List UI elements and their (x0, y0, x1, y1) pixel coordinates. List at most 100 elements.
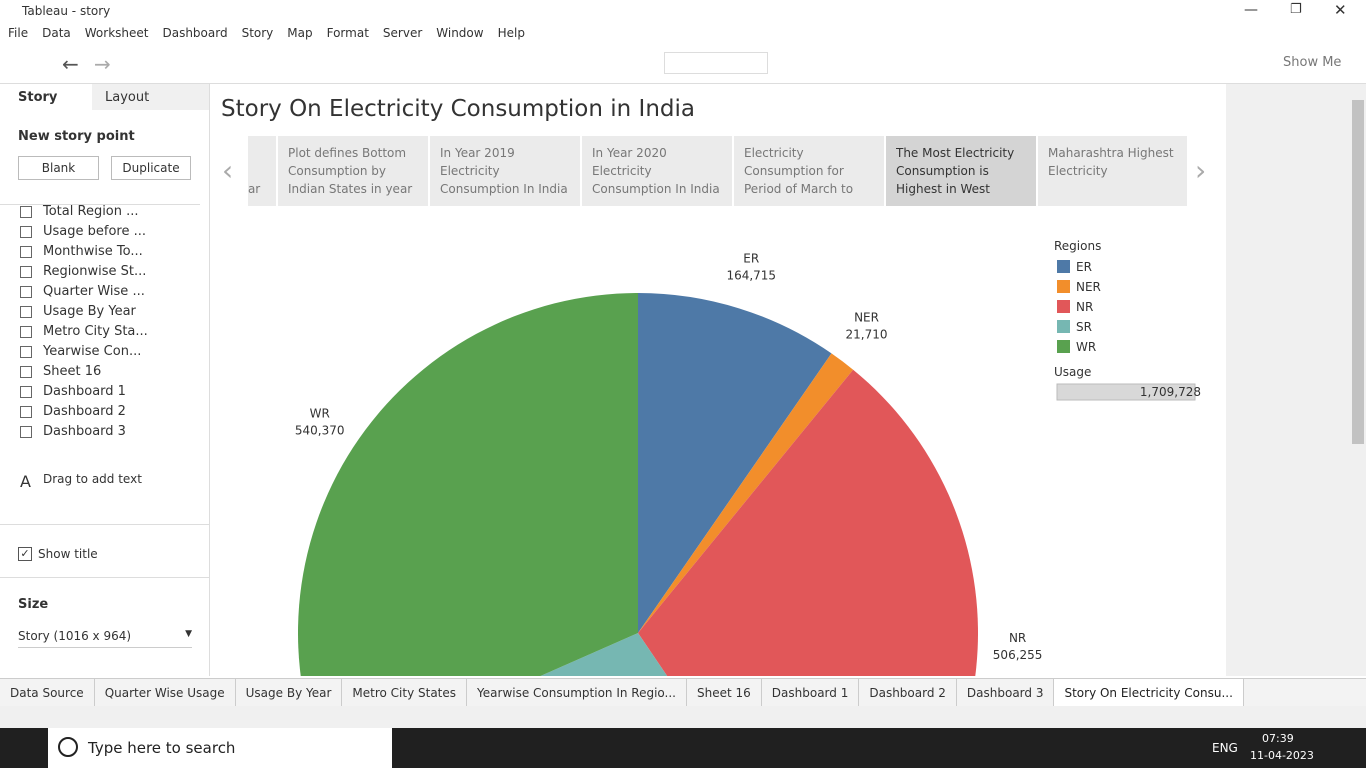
slice-label-value: 21,710 (846, 327, 888, 341)
sheet-icon (20, 346, 32, 358)
sheet-name: Usage By Year (43, 304, 136, 319)
legend-label: NER (1076, 280, 1101, 294)
sheet-name: Usage before ... (43, 224, 147, 239)
legend-swatch (1057, 280, 1070, 293)
story-point[interactable]: The Most Electricity Consumption is High… (886, 136, 1036, 206)
panel-tab[interactable]: Layout (92, 84, 209, 110)
sheet-tabs: Data Source Quarter Wise Usage Usage By Ye… (0, 678, 1366, 706)
sheet-item[interactable]: Usage before ... (0, 222, 200, 242)
pie-slice (298, 293, 638, 676)
story-point[interactable]: Maharashtra Highest Electricity (1038, 136, 1187, 206)
background (1226, 84, 1350, 676)
menu-item[interactable]: Dashboard (162, 26, 228, 40)
story-point[interactable]: Plot defines Top Consumption by Indian S… (248, 136, 276, 206)
checkbox[interactable]: ✓ (18, 547, 32, 561)
show-title[interactable]: Show title (38, 547, 98, 561)
show-me[interactable]: Show Me (1283, 55, 1342, 70)
sheet-icon (20, 206, 32, 218)
sheet-name: Dashboard 1 (43, 384, 126, 399)
legend-label: WR (1076, 340, 1096, 354)
slice-label-name: NR (1009, 631, 1026, 645)
text-icon: A (20, 472, 31, 491)
sheet-tab[interactable]: Metro City States (342, 679, 468, 706)
sheet-name: Metro City Sta... (43, 324, 148, 339)
search-box[interactable]: Type here to search (48, 728, 392, 768)
maximize[interactable]: ❐ (1290, 2, 1302, 17)
sheet-name: Dashboard 3 (43, 424, 126, 439)
sheet-tab[interactable]: Story On Electricity Consu... (1054, 679, 1244, 706)
sheet-tab[interactable]: Dashboard 1 (762, 679, 860, 706)
slice-label-name: ER (743, 251, 759, 265)
sheet-item[interactable]: Total Region ... (0, 204, 200, 222)
sheet-icon (20, 426, 32, 438)
menu-item[interactable]: Help (497, 26, 525, 40)
sheet-item[interactable]: Dashboard 3 (0, 422, 200, 440)
scrollbar[interactable] (1350, 84, 1366, 676)
next-arrow[interactable]: › (1195, 154, 1207, 187)
legend-swatch (1057, 340, 1070, 353)
legend-label: NR (1076, 300, 1093, 314)
menu-item[interactable]: Worksheet (84, 26, 149, 40)
sheet-tab[interactable]: Usage By Year (236, 679, 343, 706)
menu-item[interactable]: Data (42, 26, 71, 40)
pie-slice (638, 293, 832, 633)
menu-item[interactable]: Map (287, 26, 313, 40)
story-points: Plot defines Top Consumption by Indian S… (248, 84, 1187, 214)
sheet-name: Yearwise Con... (43, 344, 142, 359)
sheet-name: Monthwise To... (43, 244, 143, 259)
story-point-text: The Most Electricity Consumption is High… (896, 146, 1015, 196)
dropdown[interactable] (664, 52, 768, 74)
back[interactable]: ← (62, 52, 79, 76)
size-select[interactable]: Story (1016 x 964) ▼ (18, 629, 192, 648)
menu-item[interactable]: Window (436, 26, 484, 40)
menu-item[interactable]: File (8, 26, 29, 40)
menu-item[interactable]: Story (241, 26, 274, 40)
sheet-item[interactable]: Yearwise Con... (0, 342, 200, 362)
sheet-item[interactable]: Metro City Sta... (0, 322, 200, 342)
sheet-tab[interactable]: Yearwise Consumption In Regio... (467, 679, 687, 706)
taskbar: Type here to search ENG 07:39 11-04-2023 (0, 728, 1366, 768)
sheet-icon (20, 226, 32, 238)
menu-item[interactable]: Format (326, 26, 369, 40)
clock-date: 11-04-2023 (1250, 749, 1314, 762)
story-point-text: Maharashtra Highest Electricity (1048, 146, 1174, 178)
pie-chart: ER 164,715 NER 21,710 NR 506,255 WR 540,370 Regi… (295, 239, 1201, 676)
blank-button[interactable]: Blank (18, 156, 99, 180)
sheet-list: Total Region ... Usage before ... Monthwis… (0, 204, 200, 440)
legend-swatch (1057, 320, 1070, 333)
sheet-name: Total Region ... (43, 204, 139, 219)
sheet-tab[interactable]: Dashboard 3 (957, 679, 1055, 706)
sheet-name: Quarter Wise ... (43, 284, 145, 299)
sheet-icon (20, 326, 32, 338)
duplicate-button[interactable]: Duplicate (111, 156, 191, 180)
story-point[interactable]: Electricity Consumption for Period of Ma… (734, 136, 884, 206)
legend-label: ER (1076, 260, 1092, 274)
sheet-item[interactable]: Dashboard 1 (0, 382, 200, 402)
story-point[interactable]: Plot defines Bottom Consumption by India… (278, 136, 428, 206)
sheet-item[interactable]: Monthwise To... (0, 242, 200, 262)
sheet-item[interactable]: Sheet 16 (0, 362, 200, 382)
sheet-icon (20, 306, 32, 318)
sheet-tab[interactable]: Quarter Wise Usage (95, 679, 236, 706)
size-label: Size (18, 597, 49, 612)
forward[interactable]: → (94, 52, 111, 76)
minimize[interactable]: — (1244, 2, 1258, 18)
panel-tab[interactable]: Story (18, 90, 58, 105)
slice-label-value: 540,370 (295, 423, 345, 437)
sheet-item[interactable]: Usage By Year (0, 302, 200, 322)
story-point[interactable]: In Year 2019 Electricity Consumption In … (430, 136, 580, 206)
close[interactable]: ✕ (1334, 1, 1347, 19)
sheet-tab[interactable]: Dashboard 2 (859, 679, 957, 706)
sheet-item[interactable]: Dashboard 2 (0, 402, 200, 422)
prev-arrow[interactable]: ‹ (222, 154, 234, 187)
sheet-item[interactable]: Regionwise St... (0, 262, 200, 282)
title-bar: Tableau - story — ❐ ✕ (0, 0, 1366, 22)
sheet-tab[interactable]: Sheet 16 (687, 679, 762, 706)
sheet-item[interactable]: Quarter Wise ... (0, 282, 200, 302)
menu-item[interactable]: Server (382, 26, 423, 40)
sheet-icon (20, 406, 32, 418)
sheet-icon (20, 386, 32, 398)
story-point[interactable]: In Year 2020 Electricity Consumption In … (582, 136, 732, 206)
sheet-tab[interactable]: Data Source (0, 679, 95, 706)
drag-text[interactable]: Drag to add text (43, 472, 142, 486)
